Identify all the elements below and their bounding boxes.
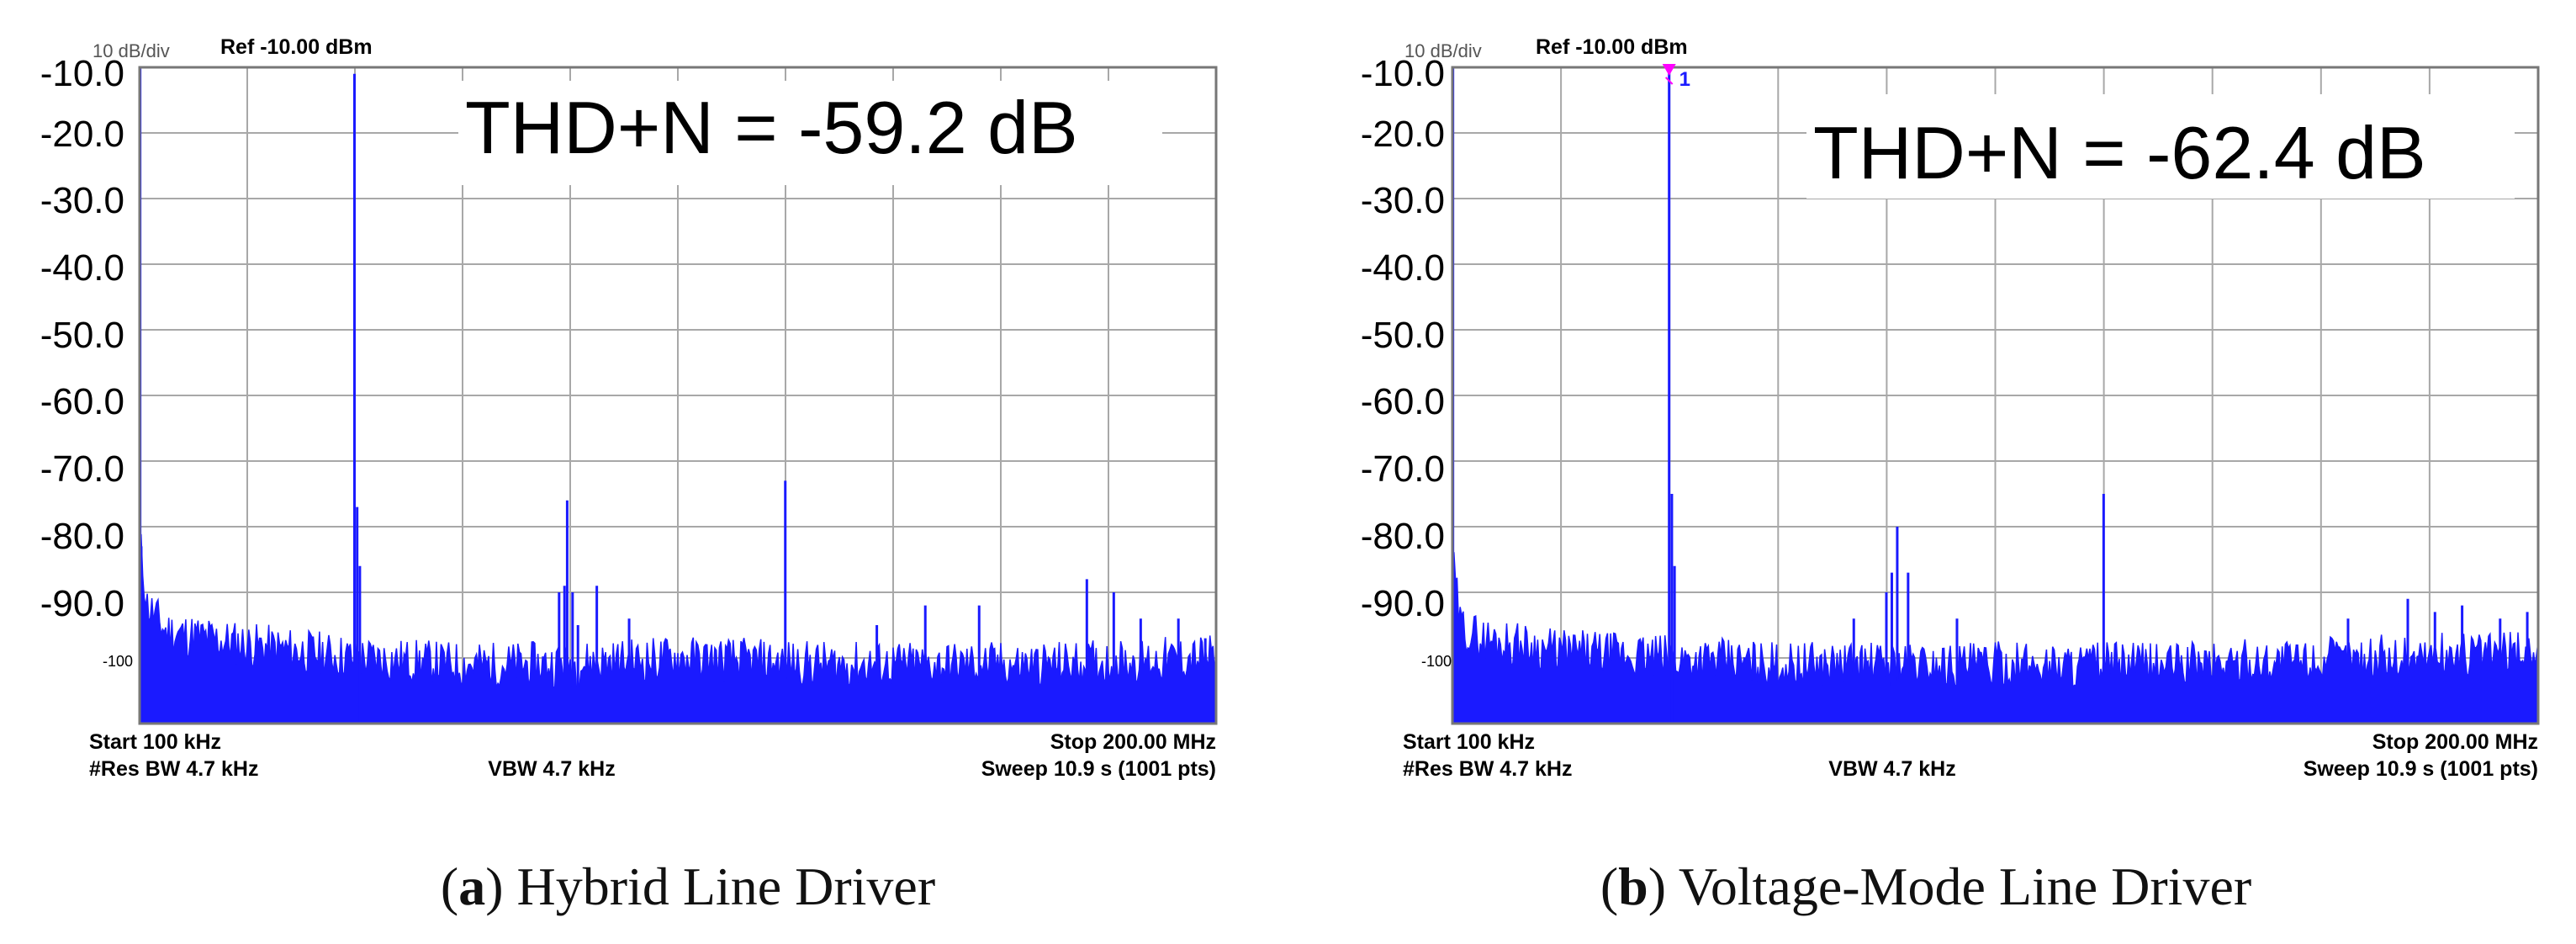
y-tick-label: -30.0 — [1361, 180, 1445, 221]
marker-tick — [1664, 77, 1674, 85]
panel-caption: (a) Hybrid Line Driver — [441, 856, 935, 916]
panel-hybrid-line-driver: 10 dB/div Ref -10.00 dBm -10.0 -20.0 -30… — [40, 35, 1218, 916]
y-tick-label: -20.0 — [40, 114, 124, 155]
resolution-bandwidth: #Res BW 4.7 kHz — [1403, 757, 1572, 781]
scale-label: 10 dB/div — [93, 40, 170, 61]
y-tick-label: -10.0 — [40, 53, 124, 94]
y-tick-label: -80.0 — [1361, 516, 1445, 557]
y-tick-label: -90.0 — [40, 583, 124, 624]
thd-annotation: THD+N = -59.2 dB — [465, 86, 1078, 169]
annotation-background — [1806, 94, 2515, 199]
y-tick-label: -100 — [103, 653, 133, 670]
y-tick-label: -90.0 — [1361, 583, 1445, 624]
plot-frame — [138, 66, 1218, 725]
y-tick-label: -80.0 — [40, 516, 124, 557]
noise-floor — [1452, 552, 2539, 724]
video-bandwidth: VBW 4.7 kHz — [1828, 757, 1955, 781]
video-bandwidth: VBW 4.7 kHz — [488, 757, 615, 781]
sweep-info: Sweep 10.9 s (1001 pts) — [2304, 757, 2538, 781]
noise-floor — [139, 531, 1217, 724]
plot-frame — [1451, 66, 2540, 725]
y-tick-label: -40.0 — [1361, 247, 1445, 289]
y-tick-labels: -10.0 -20.0 -30.0 -40.0 -50.0 -60.0 -70.… — [1361, 53, 1452, 670]
y-tick-label: -60.0 — [1361, 381, 1445, 422]
annotation-background — [458, 81, 1162, 185]
y-tick-label: -20.0 — [1361, 114, 1445, 155]
y-tick-labels: -10.0 -20.0 -30.0 -40.0 -50.0 -60.0 -70.… — [40, 53, 133, 670]
marker-triangle — [1662, 64, 1676, 76]
y-tick-label: -50.0 — [40, 315, 124, 356]
y-tick-label: -30.0 — [40, 180, 124, 221]
y-tick-label: -10.0 — [1361, 53, 1445, 94]
y-tick-label: -50.0 — [1361, 315, 1445, 356]
marker-label: 1 — [1679, 68, 1690, 91]
panel-caption: (b) Voltage-Mode Line Driver — [1600, 856, 2251, 916]
marker: 1 — [1662, 64, 1690, 91]
y-tick-label: -60.0 — [40, 381, 124, 422]
stop-frequency: Stop 200.00 MHz — [2372, 730, 2538, 754]
y-tick-label: -70.0 — [1361, 448, 1445, 490]
start-frequency: Start 100 kHz — [89, 730, 221, 754]
ref-label: Ref -10.00 dBm — [220, 35, 373, 59]
thd-annotation: THD+N = -62.4 dB — [1813, 111, 2426, 194]
y-tick-label: -40.0 — [40, 247, 124, 289]
ref-label: Ref -10.00 dBm — [1536, 35, 1688, 59]
y-tick-label: -100 — [1421, 653, 1452, 670]
resolution-bandwidth: #Res BW 4.7 kHz — [89, 757, 258, 781]
panel-voltage-mode-line-driver: 10 dB/div Ref -10.00 dBm -10.0 -20.0 -30… — [1361, 35, 2540, 916]
scale-label: 10 dB/div — [1404, 40, 1482, 61]
sweep-info: Sweep 10.9 s (1001 pts) — [981, 757, 1216, 781]
y-tick-label: -70.0 — [40, 448, 124, 490]
start-frequency: Start 100 kHz — [1403, 730, 1535, 754]
stop-frequency: Stop 200.00 MHz — [1050, 730, 1216, 754]
